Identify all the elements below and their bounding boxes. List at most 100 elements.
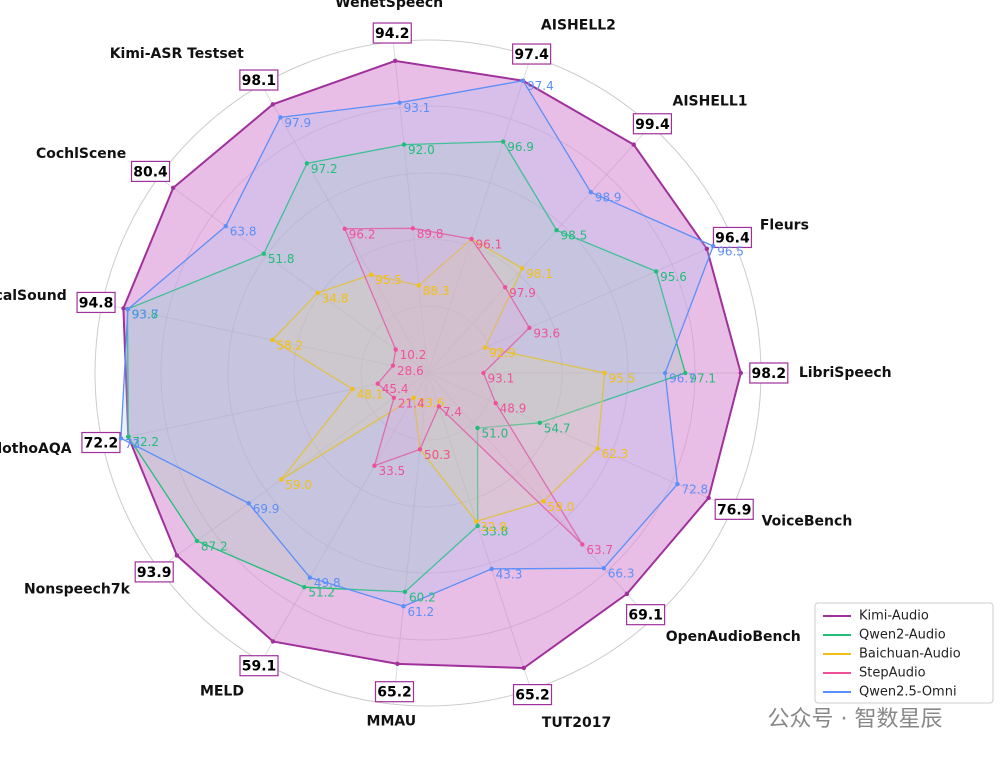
- data-point: [436, 404, 442, 409]
- value-label: 97.9: [284, 116, 311, 130]
- value-label: 99.4: [635, 117, 670, 133]
- data-point: [401, 142, 407, 147]
- value-label: 96.2: [349, 227, 376, 241]
- data-point: [710, 243, 716, 249]
- axis-label: Nonspeech7k: [24, 582, 131, 598]
- axis-label: AISHELL2: [541, 17, 616, 33]
- data-point: [704, 246, 710, 252]
- value-label: 89.8: [417, 227, 444, 241]
- data-point: [223, 223, 228, 229]
- data-point: [653, 269, 659, 274]
- spoke: [427, 372, 733, 509]
- legend-label: Kimi-Audio: [859, 609, 929, 624]
- value-label-box: [714, 498, 754, 520]
- value-label-box: [81, 431, 121, 454]
- axis-label: VoiceBench: [762, 514, 853, 530]
- value-label: 51.8: [268, 252, 295, 266]
- data-point: [683, 370, 688, 376]
- spoke: [261, 372, 429, 662]
- series-area: [343, 227, 583, 545]
- data-point: [416, 283, 421, 288]
- data-point: [375, 381, 380, 386]
- value-label-box: [512, 43, 552, 65]
- value-label: 96.1: [476, 238, 503, 252]
- data-point: [270, 639, 276, 644]
- axis-label: Kimi-ASR Testset: [110, 46, 244, 62]
- value-label-box: [130, 160, 171, 183]
- value-label: 96.1: [476, 238, 503, 252]
- value-label-box: [372, 22, 412, 44]
- value-label: 96.7: [669, 372, 696, 386]
- axis-label: WenetSpeech: [335, 0, 443, 11]
- spoke: [102, 303, 429, 374]
- axis-label: ClothoAQA: [0, 441, 72, 457]
- data-point: [595, 446, 600, 451]
- value-label: 59.1: [242, 659, 277, 675]
- value-label: 59.0: [285, 478, 312, 492]
- data-point: [417, 447, 423, 452]
- data-point: [372, 463, 377, 468]
- value-label: 43.3: [496, 567, 523, 581]
- value-label: 59.0: [548, 500, 575, 514]
- data-point: [194, 538, 200, 544]
- data-point: [706, 495, 711, 501]
- data-point: [520, 78, 526, 83]
- value-label: 93.8: [132, 308, 159, 322]
- data-point: [393, 347, 398, 352]
- data-point: [391, 395, 397, 400]
- spoke: [158, 176, 429, 374]
- data-point: [541, 499, 546, 504]
- value-label-box: [749, 362, 789, 384]
- value-label: 66.3: [608, 567, 635, 581]
- axis-label: VocalSound: [0, 288, 67, 304]
- value-label: 65.2: [515, 688, 550, 704]
- data-point: [537, 420, 542, 425]
- legend-label: Baichuan-Audio: [859, 647, 961, 662]
- watermark: 公众号 · 智数星辰: [768, 707, 943, 732]
- spoke: [427, 125, 652, 374]
- axis-label: LibriSpeech: [799, 365, 892, 381]
- data-point: [411, 395, 416, 400]
- value-label: 97.2: [311, 162, 338, 176]
- value-label: 94.2: [375, 26, 410, 42]
- data-point: [482, 345, 488, 350]
- value-label: 95.5: [375, 273, 402, 287]
- spoke: [427, 372, 652, 621]
- value-label: 69.9: [253, 502, 280, 516]
- value-label-box: [374, 681, 415, 703]
- axis-label: Fleurs: [760, 217, 809, 233]
- data-point: [602, 370, 607, 376]
- value-label: 60.2: [409, 590, 436, 604]
- axis-label: MELD: [200, 684, 244, 700]
- value-label: 98.9: [595, 191, 622, 205]
- axis-label: TUT2017: [542, 715, 611, 731]
- data-point: [402, 589, 408, 595]
- legend-box: [814, 602, 994, 704]
- data-point: [392, 58, 398, 64]
- data-point: [397, 100, 402, 105]
- spoke: [427, 56, 532, 374]
- legend-label: StepAudio: [859, 666, 926, 681]
- value-label: 98.1: [242, 73, 277, 89]
- data-point: [125, 307, 131, 312]
- value-label: 69.1: [628, 608, 663, 624]
- data-point: [662, 370, 668, 376]
- value-label: 98.2: [752, 366, 787, 382]
- series-area: [122, 59, 742, 670]
- data-point: [489, 566, 494, 572]
- spoke: [392, 41, 429, 374]
- value-label: 97.9: [509, 286, 536, 300]
- value-label: 92.0: [408, 143, 435, 157]
- data-point: [520, 266, 525, 271]
- legend-label: Qwen2-Audio: [859, 628, 946, 643]
- value-label: 98.5: [561, 229, 588, 243]
- data-point: [738, 370, 744, 376]
- value-label: 48.9: [500, 402, 527, 416]
- data-point: [390, 363, 396, 368]
- value-label-box: [76, 291, 116, 314]
- value-label: 33.5: [378, 464, 405, 478]
- data-point: [315, 290, 320, 296]
- value-label: 63.8: [230, 225, 257, 239]
- value-label-box: [239, 655, 279, 677]
